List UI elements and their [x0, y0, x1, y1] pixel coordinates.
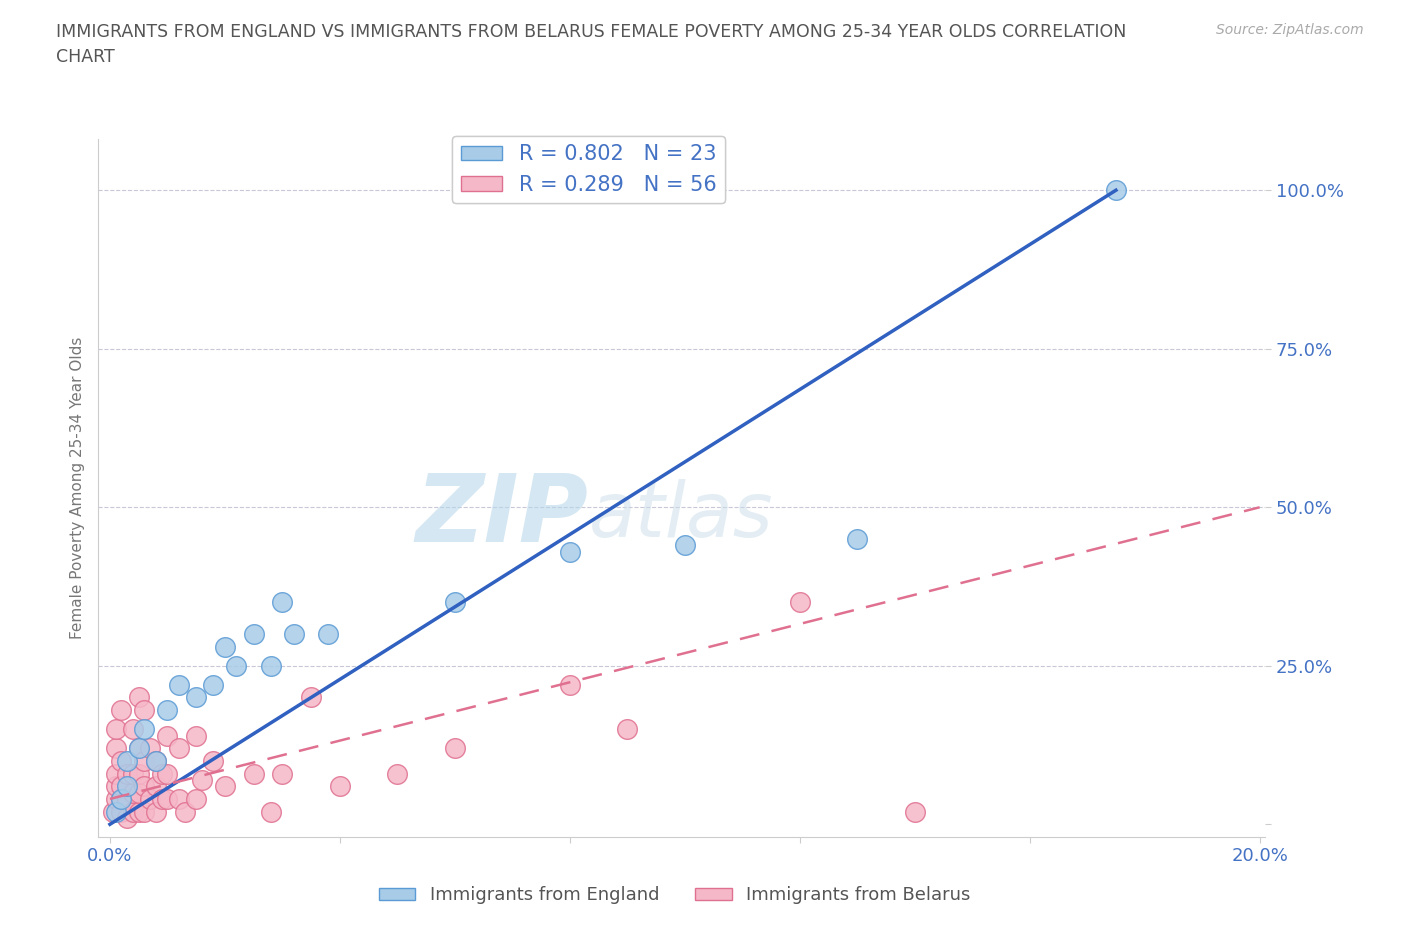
- Point: [128, 741, 150, 756]
- Point: [156, 791, 179, 806]
- Text: CHART: CHART: [56, 48, 115, 66]
- Point: [145, 753, 167, 768]
- Point: [104, 766, 127, 781]
- Point: [150, 766, 173, 781]
- Text: Source: ZipAtlas.com: Source: ZipAtlas.com: [1216, 23, 1364, 37]
- Point: [128, 741, 150, 756]
- Point: [134, 778, 156, 793]
- Point: [128, 766, 150, 781]
- Point: [156, 703, 179, 718]
- Point: [242, 627, 264, 642]
- Point: [186, 690, 208, 705]
- Point: [558, 677, 581, 692]
- Point: [156, 728, 179, 743]
- Point: [134, 804, 156, 819]
- Point: [673, 538, 696, 552]
- Point: [260, 658, 283, 673]
- Legend: Immigrants from England, Immigrants from Belarus: Immigrants from England, Immigrants from…: [373, 879, 977, 911]
- Point: [110, 791, 132, 806]
- Point: [387, 766, 409, 781]
- Point: [1105, 183, 1128, 198]
- Point: [110, 778, 132, 793]
- Point: [122, 722, 145, 737]
- Point: [904, 804, 927, 819]
- Point: [318, 627, 340, 642]
- Point: [443, 595, 465, 610]
- Point: [145, 778, 167, 793]
- Point: [104, 804, 127, 819]
- Point: [202, 753, 225, 768]
- Point: [122, 766, 145, 781]
- Point: [299, 690, 322, 705]
- Point: [110, 804, 132, 819]
- Point: [186, 728, 208, 743]
- Point: [104, 741, 127, 756]
- Point: [104, 778, 127, 793]
- Point: [225, 658, 247, 673]
- Point: [167, 677, 190, 692]
- Text: ZIP: ZIP: [416, 471, 589, 562]
- Point: [173, 804, 195, 819]
- Point: [134, 703, 156, 718]
- Point: [110, 753, 132, 768]
- Point: [167, 791, 190, 806]
- Point: [616, 722, 638, 737]
- Point: [134, 753, 156, 768]
- Text: atlas: atlas: [589, 479, 773, 553]
- Point: [145, 804, 167, 819]
- Point: [846, 532, 869, 547]
- Point: [186, 791, 208, 806]
- Point: [283, 627, 305, 642]
- Point: [134, 722, 156, 737]
- Point: [115, 791, 138, 806]
- Point: [115, 778, 138, 793]
- Point: [110, 703, 132, 718]
- Point: [443, 741, 465, 756]
- Point: [156, 766, 179, 781]
- Point: [122, 785, 145, 800]
- Point: [558, 544, 581, 559]
- Point: [139, 741, 162, 756]
- Text: IMMIGRANTS FROM ENGLAND VS IMMIGRANTS FROM BELARUS FEMALE POVERTY AMONG 25-34 YE: IMMIGRANTS FROM ENGLAND VS IMMIGRANTS FR…: [56, 23, 1126, 41]
- Point: [329, 778, 352, 793]
- Point: [115, 753, 138, 768]
- Point: [150, 791, 173, 806]
- Point: [104, 791, 127, 806]
- Point: [260, 804, 283, 819]
- Legend: R = 0.802   N = 23, R = 0.289   N = 56: R = 0.802 N = 23, R = 0.289 N = 56: [453, 136, 725, 203]
- Point: [115, 766, 138, 781]
- Point: [128, 785, 150, 800]
- Point: [242, 766, 264, 781]
- Point: [128, 690, 150, 705]
- Point: [101, 804, 124, 819]
- Point: [145, 753, 167, 768]
- Point: [271, 595, 294, 610]
- Point: [104, 722, 127, 737]
- Y-axis label: Female Poverty Among 25-34 Year Olds: Female Poverty Among 25-34 Year Olds: [69, 337, 84, 640]
- Point: [167, 741, 190, 756]
- Point: [214, 778, 236, 793]
- Point: [789, 595, 811, 610]
- Point: [115, 811, 138, 826]
- Point: [214, 639, 236, 654]
- Point: [271, 766, 294, 781]
- Point: [139, 791, 162, 806]
- Point: [191, 773, 214, 788]
- Point: [202, 677, 225, 692]
- Point: [122, 804, 145, 819]
- Point: [110, 791, 132, 806]
- Point: [128, 804, 150, 819]
